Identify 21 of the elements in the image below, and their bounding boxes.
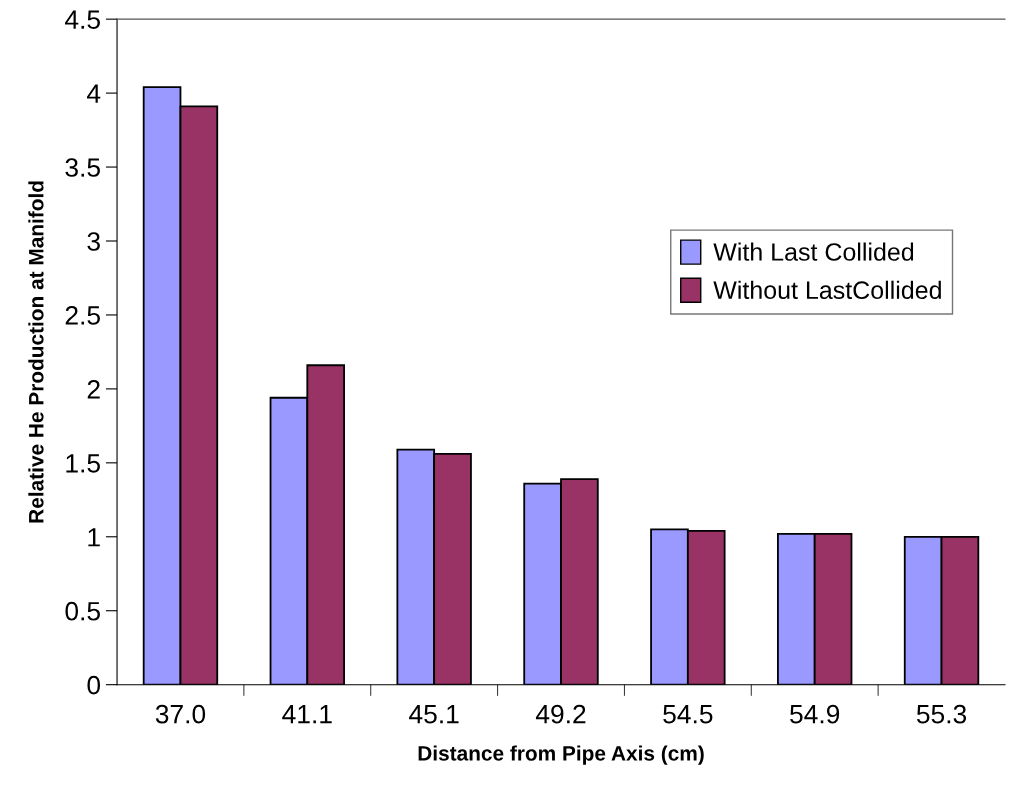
y-axis-title: Relative He Production at Manifold bbox=[28, 181, 44, 523]
y-tick-label: 1.5 bbox=[66, 454, 100, 473]
y-tick-label: 3.5 bbox=[65, 158, 100, 177]
x-axis-title: Distance from Pipe Axis (cm) bbox=[418, 745, 704, 765]
y-tick-label: 1 bbox=[88, 528, 100, 547]
x-tick-label: 54.9 bbox=[790, 704, 840, 724]
y-tick-label: 2.5 bbox=[65, 306, 100, 325]
x-tick-label: 37.0 bbox=[155, 704, 206, 724]
y-tick-label: 2 bbox=[87, 380, 100, 399]
x-tick-label: 41.1 bbox=[282, 705, 332, 724]
y-tick-label: 4.5 bbox=[65, 10, 100, 29]
y-tick-label: 0 bbox=[87, 675, 101, 695]
x-tick-label: 55.3 bbox=[916, 704, 967, 724]
y-tick-label: 4 bbox=[87, 84, 101, 103]
legend-label: With Last Collided bbox=[713, 242, 914, 261]
x-tick-label: 54.5 bbox=[663, 705, 713, 724]
y-tick-label: 0.5 bbox=[65, 601, 100, 621]
legend-label: Without LastCollided bbox=[713, 280, 941, 300]
x-tick-label: 45.1 bbox=[409, 705, 459, 724]
y-tick-label: 3 bbox=[87, 232, 100, 251]
x-tick-label: 49.2 bbox=[535, 704, 586, 724]
